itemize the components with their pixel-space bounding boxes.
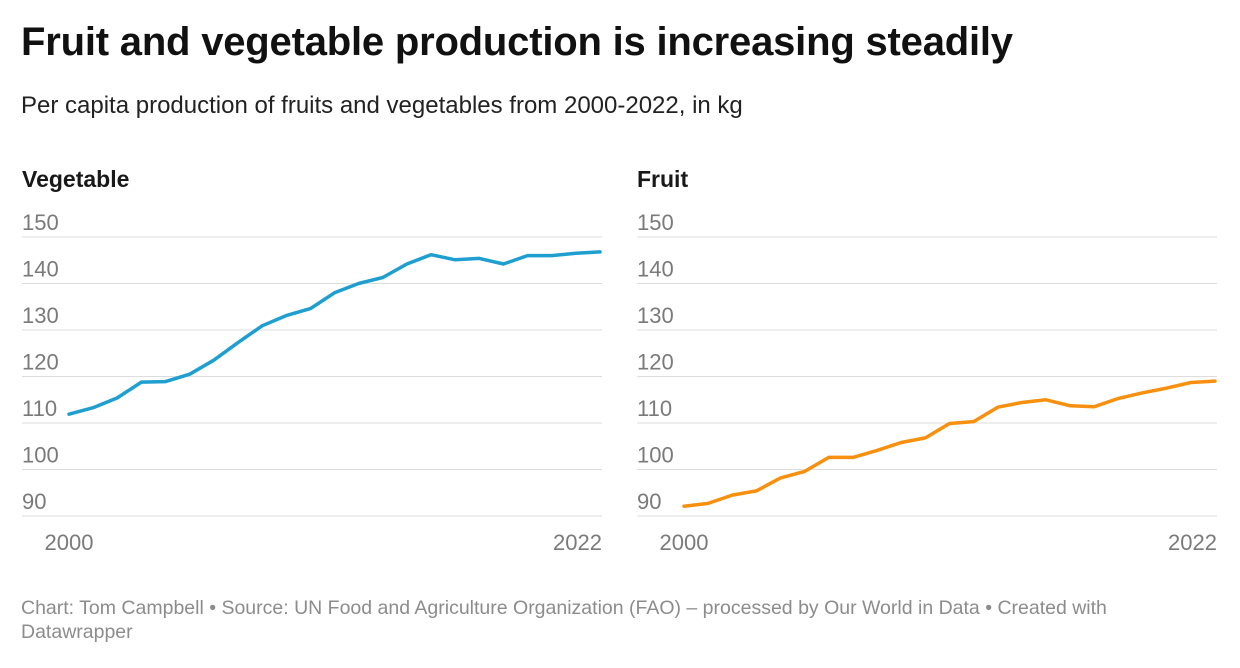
fruit-line-chart: 90 100 110 120 130 140 150 2000 2022 [637, 210, 1217, 555]
vegetable-chart-panel: Vegetable 90 100 110 120 130 140 150 2000 2022 [20, 160, 605, 560]
panel-title-vegetable: Vegetable [22, 166, 130, 192]
x-tick-label-2000: 2000 [45, 530, 94, 555]
y-tick-label-90: 90 [637, 489, 661, 514]
y-tick-label-150: 150 [637, 210, 674, 235]
chart-title: Fruit and vegetable production is increa… [21, 20, 1013, 64]
y-tick-label-130: 130 [637, 303, 674, 328]
y-tick-label-120: 120 [22, 350, 59, 375]
y-tick-label-120: 120 [637, 350, 674, 375]
y-tick-label-100: 100 [22, 443, 59, 468]
y-tick-label-110: 110 [637, 396, 672, 421]
y-tick-label-140: 140 [637, 257, 674, 282]
chart-subtitle: Per capita production of fruits and vege… [21, 92, 743, 119]
y-tick-label-150: 150 [22, 210, 59, 235]
vegetable-line-chart: 90 100 110 120 130 140 150 2000 2022 [22, 210, 602, 555]
y-tick-label-90: 90 [22, 489, 46, 514]
panel-title-fruit: Fruit [637, 166, 689, 192]
y-tick-label-130: 130 [22, 303, 59, 328]
x-tick-label-2000: 2000 [660, 530, 709, 555]
series-line-vegetable [67, 250, 602, 416]
y-tick-label-110: 110 [22, 396, 57, 421]
chart-footer-credits: Chart: Tom Campbell • Source: UN Food an… [21, 597, 1107, 643]
y-tick-label-140: 140 [22, 257, 59, 282]
x-tick-label-2022: 2022 [1168, 530, 1217, 555]
series-line-fruit [682, 379, 1217, 508]
x-tick-label-2022: 2022 [553, 530, 602, 555]
y-tick-label-100: 100 [637, 443, 674, 468]
fruit-chart-panel: Fruit 90 100 110 120 130 140 150 2000 2022 [635, 160, 1220, 560]
